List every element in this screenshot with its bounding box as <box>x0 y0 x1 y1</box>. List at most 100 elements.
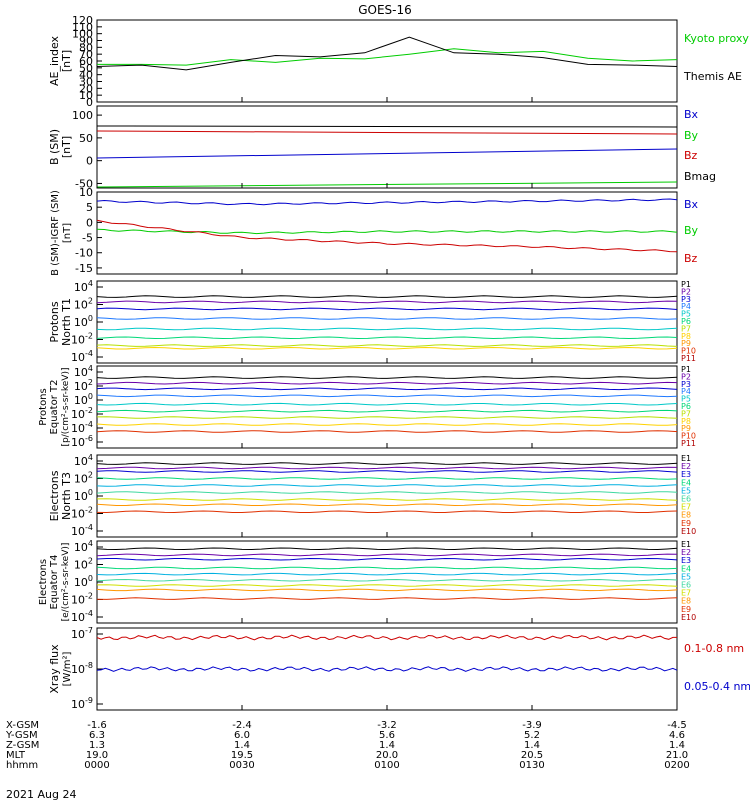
pn-legend-p9: P9 <box>681 339 691 348</box>
en-ylabel: Electrons <box>48 470 61 521</box>
ee-line-e1 <box>96 547 678 551</box>
pe-legend-p3: P3 <box>681 380 691 389</box>
pe-line-p4 <box>96 394 678 398</box>
ee-legend-e3: E3 <box>681 556 691 565</box>
bsm-ylabel: B (SM) <box>48 129 61 165</box>
pe-line-p8 <box>96 423 678 426</box>
ae-tick-label: 100 <box>72 28 93 41</box>
pn-legend-p2: P2 <box>681 287 691 296</box>
pe-legend-p2: P2 <box>681 372 691 381</box>
xray-tick-label: 10-7 <box>71 626 93 641</box>
en-tick-label: 10-2 <box>71 506 93 521</box>
ae-tick-label: 10 <box>79 89 93 102</box>
legend-xray-long: 0.1-0.8 nm <box>684 642 744 655</box>
pe-legend-p1: P1 <box>681 365 691 374</box>
ae-tick-label: 70 <box>79 48 93 61</box>
igrf-by-line <box>96 228 678 235</box>
x-axis-value: 0130 <box>519 760 544 771</box>
pn-legend-p4: P4 <box>681 302 691 311</box>
x-axis-value: 6.3 <box>89 730 105 741</box>
pn-line-p5 <box>96 327 678 331</box>
panel-igrf-frame <box>96 191 678 275</box>
panel-pn-lines <box>96 295 678 350</box>
ae-tick-label: 0 <box>86 96 93 109</box>
pn-tick-label: 100 <box>74 314 93 329</box>
ee-ylabel: Electrons <box>38 559 49 605</box>
pn-ylabel-2: North T1 <box>60 298 73 346</box>
pn-legend-p8: P8 <box>681 332 691 341</box>
en-tick-label: 100 <box>74 488 93 503</box>
igrf-tick-label: -5 <box>82 232 93 245</box>
ee-legend-e8: E8 <box>681 597 691 606</box>
pe-line-p3 <box>96 387 678 391</box>
legend-themis-ae: Themis AE <box>683 70 742 83</box>
pe-line-p1 <box>96 376 678 379</box>
ee-tick-label: 10-4 <box>71 609 93 624</box>
xray-ylabel: Xray flux <box>48 644 61 694</box>
panel-ee-frame <box>96 540 678 624</box>
pe-line-p6 <box>96 409 678 413</box>
legend-igrf-bz: Bz <box>684 252 698 265</box>
pn-line-p2 <box>96 300 678 304</box>
en-legend-e3: E3 <box>681 470 691 479</box>
panel-ae-frame <box>96 19 678 103</box>
en-legend-e1: E1 <box>681 454 691 463</box>
ee-line-e5 <box>96 572 678 576</box>
en-tick-label: 104 <box>74 453 93 468</box>
en-line-e8 <box>96 503 678 507</box>
ee-tick-label: 102 <box>74 557 93 572</box>
pe-ylabel-2: Equator T2 <box>49 380 60 435</box>
x-axis-value: -2.4 <box>232 720 252 731</box>
en-ylabel-2: North T3 <box>60 472 73 520</box>
x-axis-table: X-GSM -1.6 -2.4 -3.2 -3.9 -4.5 Y-GSM 6.3 6.0 5.6 5… <box>5 720 690 771</box>
panel-ee-yticks: 104 102 100 10-2 10-4 <box>71 539 103 624</box>
pe-legend-p8: P8 <box>681 417 691 426</box>
igrf-tick-label: 10 <box>79 186 93 199</box>
ae-ylabel-unit: [nT] <box>60 50 73 72</box>
legend-bsm-bmag: Bmag <box>684 170 716 183</box>
pe-legend-p4: P4 <box>681 387 691 396</box>
date-label: 2021 Aug 24 <box>6 788 76 800</box>
en-line-e5 <box>96 484 678 487</box>
x-axis-value: 1.3 <box>89 740 105 751</box>
pe-legend-p5: P5 <box>681 395 691 404</box>
panel-bsm-yticks: -50 0 50 100 <box>72 109 102 190</box>
x-axis-value: 0030 <box>229 760 254 771</box>
en-legend-e10: E10 <box>681 527 696 536</box>
x-axis-value: -1.6 <box>87 720 107 731</box>
xray-long-line <box>96 634 677 641</box>
ae-tick-label: 120 <box>72 14 93 27</box>
igrf-tick-label: -15 <box>75 262 93 275</box>
panel-xray-flux: 10-7 10-8 10-9 Xray flux [W/m²] 0.1-0.8 nm… <box>48 626 750 711</box>
x-axis-row-label: hhmm <box>6 760 38 771</box>
ee-legend-e1: E1 <box>681 540 691 549</box>
pe-tick-label: 100 <box>74 392 93 407</box>
bsm-tick-label: 0 <box>86 155 93 168</box>
x-axis-value: 21.0 <box>666 750 688 761</box>
pe-legend-p11: P11 <box>681 439 696 448</box>
x-axis-value: 0100 <box>374 760 399 771</box>
pe-legend-p9: P9 <box>681 424 691 433</box>
ee-line-e7 <box>96 584 678 587</box>
pe-legend-p7: P7 <box>681 409 691 418</box>
pe-ylabel-unit: [p/(cm²-s-sr-keV)] <box>61 368 71 447</box>
bmag-line <box>96 125 678 128</box>
x-axis-value: -4.5 <box>667 720 687 731</box>
ee-legend-e4: E4 <box>681 564 691 573</box>
ae-tick-label: 40 <box>79 69 93 82</box>
xray-tick-label: 10-9 <box>71 696 93 711</box>
bsm-ylabel-unit: [nT] <box>60 136 73 158</box>
pn-tick-label: 104 <box>74 279 93 294</box>
pn-legend-p7: P7 <box>681 324 691 333</box>
x-axis-value: 0000 <box>84 760 109 771</box>
panel-en-lines <box>96 462 678 514</box>
ee-legend-e2: E2 <box>681 548 691 557</box>
x-axis-value: 1.4 <box>669 740 685 751</box>
en-line-e9 <box>96 510 678 514</box>
pn-tick-label: 102 <box>74 297 93 312</box>
